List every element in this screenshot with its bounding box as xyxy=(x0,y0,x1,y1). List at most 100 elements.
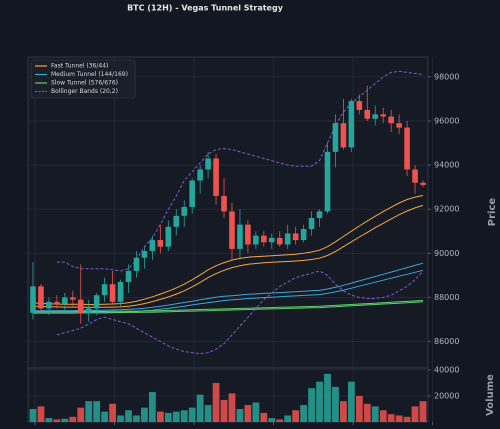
overlay-line xyxy=(33,300,424,313)
candle-body xyxy=(173,215,180,227)
candle-body xyxy=(332,123,339,152)
candle-body xyxy=(292,233,299,241)
candle-body xyxy=(101,284,108,296)
candle-body xyxy=(396,123,402,128)
candle-body xyxy=(348,101,355,148)
candle-body xyxy=(149,240,156,252)
y-tick-label: 88000 xyxy=(434,293,459,302)
candle-body xyxy=(316,211,323,219)
volume-bar xyxy=(308,388,315,422)
volume-bar xyxy=(395,415,403,422)
volume-bar xyxy=(125,410,132,422)
candle-body xyxy=(109,284,116,302)
volume-bar xyxy=(387,414,395,422)
candle-body xyxy=(245,224,251,245)
volume-bar xyxy=(212,382,220,422)
candle-body xyxy=(300,229,307,241)
volume-bar xyxy=(148,392,156,422)
candle-body xyxy=(38,286,44,309)
volume-bar xyxy=(220,399,228,422)
volume-bar xyxy=(419,401,427,422)
volume-bar xyxy=(29,408,37,422)
candle-body xyxy=(372,114,379,119)
volume-bar xyxy=(180,410,188,422)
candle-body xyxy=(340,123,347,148)
volume-bar xyxy=(164,412,172,422)
volume-bar xyxy=(77,407,85,422)
volume-bar xyxy=(403,416,411,422)
volume-bar xyxy=(347,381,355,422)
candle-body xyxy=(85,308,92,313)
overlay-line xyxy=(56,270,424,355)
legend-label: Fast Tunnel (36/44) xyxy=(51,63,108,70)
candle-body xyxy=(412,169,418,183)
candle-body xyxy=(133,257,140,271)
volume-bar xyxy=(363,403,371,422)
volume-bar xyxy=(45,418,53,422)
y-tick-label: 94000 xyxy=(434,161,459,170)
price-axis-label: Price xyxy=(487,198,498,227)
overlay-line xyxy=(33,301,424,314)
volume-bar xyxy=(411,406,419,422)
y-tick-label: 92000 xyxy=(434,205,459,214)
volume-bar xyxy=(133,415,140,422)
legend-label: Medium Tunnel (144/169) xyxy=(51,71,128,78)
candle-body xyxy=(69,297,76,300)
candle-body xyxy=(261,235,267,243)
candle-body xyxy=(380,114,387,117)
candle-body xyxy=(141,251,148,258)
candle-body xyxy=(117,281,124,302)
volume-bar xyxy=(260,412,268,422)
candle-body xyxy=(157,240,164,247)
volume-bar xyxy=(252,402,260,422)
candle-body xyxy=(324,151,331,212)
candle-body xyxy=(93,295,100,309)
volume-bar xyxy=(172,411,180,422)
candle-body xyxy=(205,158,211,170)
legend: Fast Tunnel (36/44)Medium Tunnel (144/16… xyxy=(30,59,136,99)
legend-box xyxy=(30,59,136,99)
volume-bar xyxy=(53,419,61,422)
candle-body xyxy=(221,195,227,212)
candle-body xyxy=(197,169,203,181)
volume-bar xyxy=(324,373,331,422)
y-tick-label: 40000 xyxy=(434,365,459,374)
y-tick-label: 98000 xyxy=(434,72,459,81)
candle-body xyxy=(268,237,275,243)
candle-body xyxy=(77,299,84,313)
candle-body xyxy=(308,218,315,230)
candle-body xyxy=(388,116,394,124)
volume-bar xyxy=(340,401,347,422)
candle-body xyxy=(165,226,172,247)
candle-body xyxy=(62,297,68,305)
volume-axis-label: Volume xyxy=(485,374,496,416)
candle-body xyxy=(364,109,371,119)
volume-bar xyxy=(61,418,69,422)
candle-body xyxy=(229,211,235,249)
volume-bar xyxy=(141,407,148,422)
overlay-line xyxy=(56,70,424,272)
volume-bar xyxy=(236,408,244,422)
overlay-line xyxy=(33,262,424,312)
volume-bar xyxy=(85,401,93,422)
candle-body xyxy=(276,237,283,245)
volume-bar xyxy=(355,395,363,422)
volume-bar xyxy=(292,410,300,422)
volume-bar xyxy=(316,381,323,422)
volume-bar xyxy=(188,407,196,422)
volume-bar xyxy=(117,415,124,422)
volume-bar xyxy=(156,411,164,422)
legend-label: Slow Tunnel (576/676) xyxy=(51,80,118,87)
volume-bar xyxy=(379,410,387,422)
candle-body xyxy=(404,127,410,170)
legend-label: Bollinger Bands (20,2) xyxy=(51,88,118,95)
volume-bar xyxy=(284,415,292,422)
volume-bar xyxy=(37,406,45,422)
candle-body xyxy=(189,180,195,207)
candle-body xyxy=(213,158,219,196)
volume-bar xyxy=(332,386,339,422)
y-tick-label: 96000 xyxy=(434,116,459,125)
candle-body xyxy=(284,233,291,245)
candle-body xyxy=(181,206,188,216)
